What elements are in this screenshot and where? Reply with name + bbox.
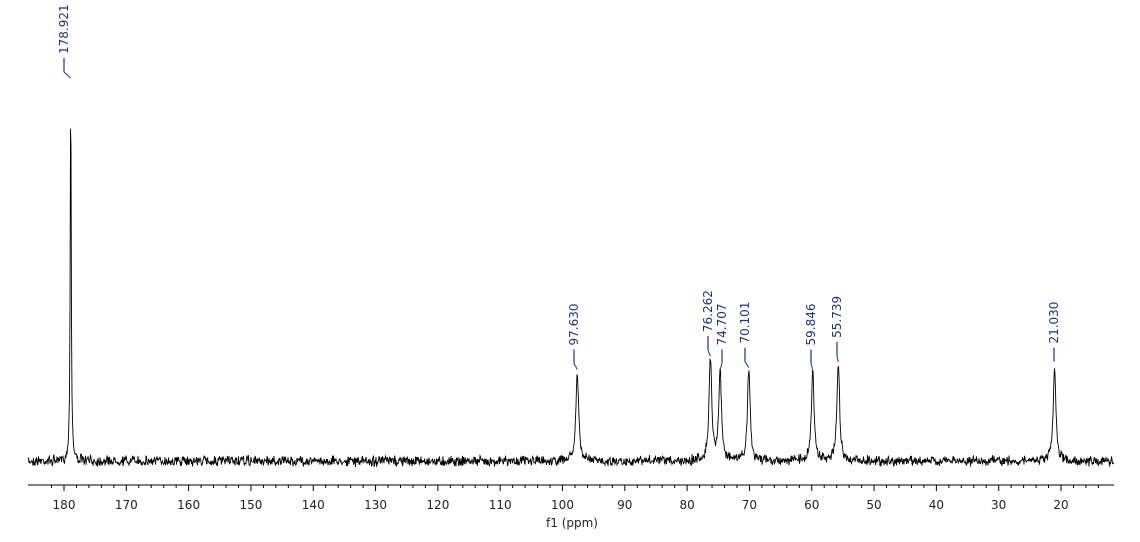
x-tick-label: 50 [866,498,881,512]
peak-connector [573,363,578,370]
x-tick-label: 60 [804,498,819,512]
peak-label-group: 74.707 [715,303,729,370]
peak-connector [744,361,750,368]
x-tick-label: 120 [426,498,449,512]
x-tick-label: 20 [1053,498,1068,512]
peak-label-group: 21.030 [1047,302,1061,362]
peak-label: 55.739 [830,296,844,338]
x-tick-label: 180 [53,498,76,512]
peak-connector [707,349,711,357]
peak-label: 59.846 [804,303,818,345]
x-tick-label: 90 [617,498,632,512]
x-tick-label: 80 [679,498,694,512]
peak-connector [836,355,839,362]
x-tick-label: 140 [302,498,325,512]
peak-label-group: 59.846 [804,303,818,370]
x-tick-label: 40 [929,498,944,512]
x-tick-label: 30 [991,498,1006,512]
peak-label-group: 76.262 [701,290,715,357]
spectrum-trace [27,128,1115,468]
x-tick-label: 130 [364,498,387,512]
peak-label: 21.030 [1047,302,1061,344]
peak-label: 74.707 [715,303,729,345]
x-tick-label: 100 [551,498,574,512]
peak-connector [810,363,814,370]
peak-connector [719,363,723,370]
peak-label-group: 55.739 [830,296,844,362]
peak-label: 76.262 [701,290,715,332]
x-axis: 180 170 160 150 140 130 120 110 100 90 80 70 60 50 40 3… [28,484,1114,512]
x-axis-title: f1 (ppm) [546,516,598,530]
x-tick-label: 110 [489,498,512,512]
peak-connector [63,71,72,79]
peak-label-group: 97.630 [567,303,581,370]
peak-label-group: 70.101 [738,302,752,368]
x-tick-label: 70 [742,498,757,512]
peak-label: 97.630 [567,303,581,345]
spectrum-layer [27,128,1115,468]
peak-label: 70.101 [738,302,752,344]
x-tick-label: 160 [177,498,200,512]
x-tick-label: 150 [239,498,262,512]
peak-labels: 178.921 97.630 76.262 74.707 70.101 59.846 55.… [57,4,1061,370]
peak-label-group: 178.921 [57,4,72,79]
peak-label: 178.921 [57,4,71,54]
x-tick-label: 170 [115,498,138,512]
